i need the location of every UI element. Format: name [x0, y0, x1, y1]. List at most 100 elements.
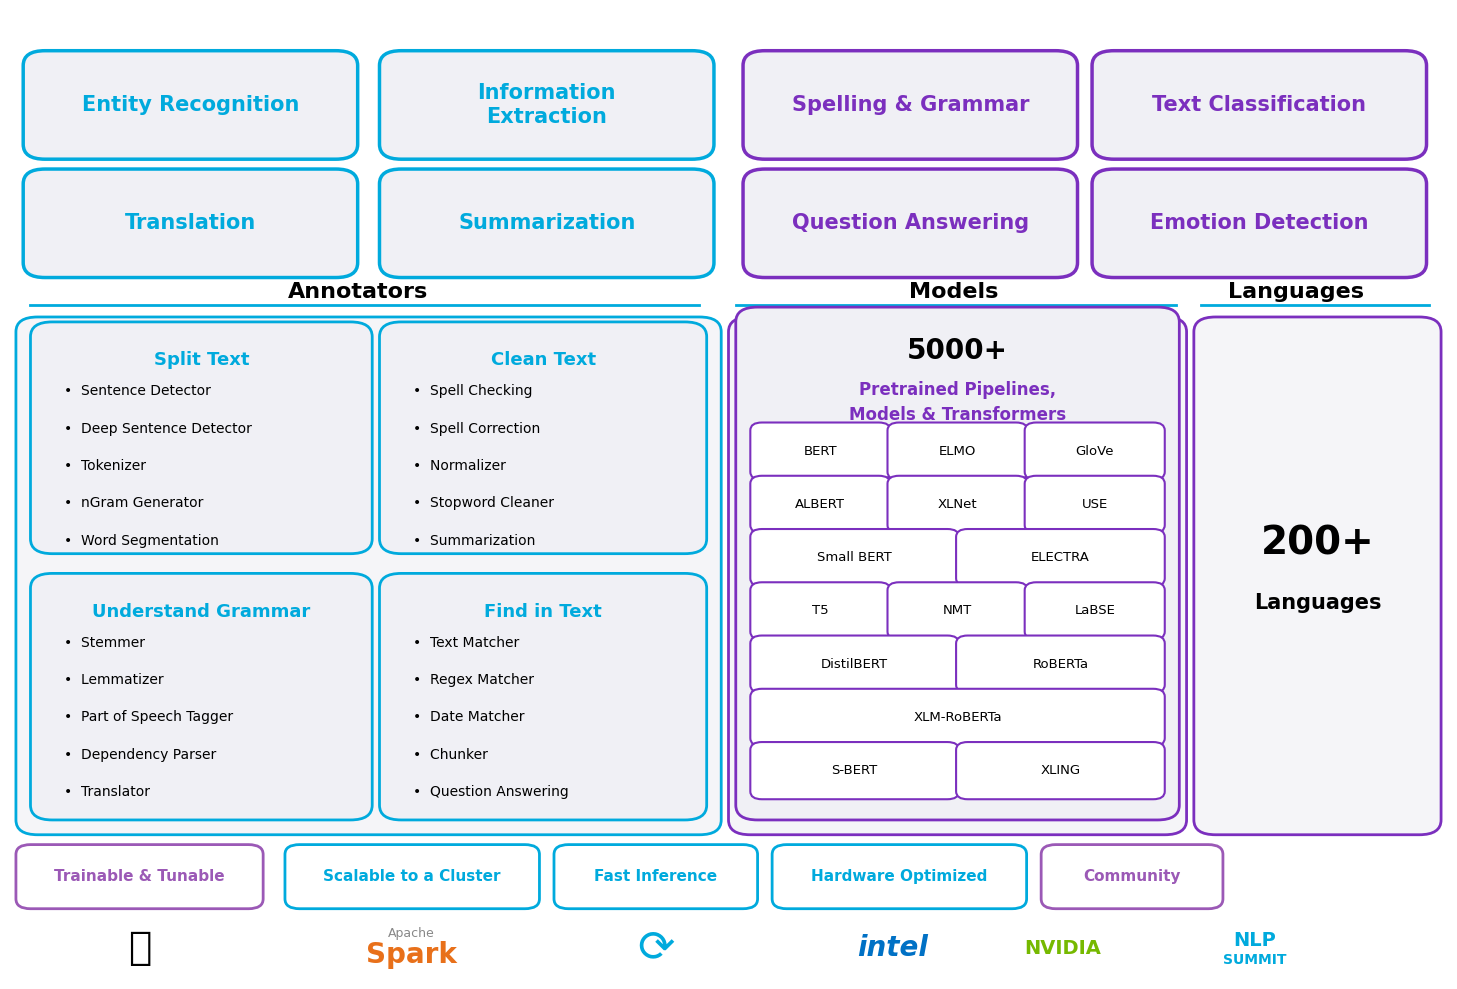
- FancyBboxPatch shape: [1093, 50, 1426, 159]
- FancyBboxPatch shape: [379, 50, 714, 159]
- FancyBboxPatch shape: [750, 688, 1164, 746]
- Text: •  Stemmer: • Stemmer: [64, 636, 144, 650]
- Text: •  Summarization: • Summarization: [412, 534, 535, 548]
- Text: T5: T5: [812, 604, 829, 617]
- Text: Find in Text: Find in Text: [484, 603, 602, 621]
- Text: 🧠: 🧠: [128, 929, 152, 967]
- Text: Spark: Spark: [366, 942, 457, 969]
- Text: •  Dependency Parser: • Dependency Parser: [64, 748, 216, 762]
- Text: Spelling & Grammar: Spelling & Grammar: [791, 95, 1029, 115]
- FancyBboxPatch shape: [750, 422, 890, 480]
- Text: •  Date Matcher: • Date Matcher: [412, 710, 525, 725]
- Text: •  Deep Sentence Detector: • Deep Sentence Detector: [64, 421, 252, 435]
- FancyBboxPatch shape: [750, 529, 959, 586]
- FancyBboxPatch shape: [16, 845, 264, 909]
- Text: ⟳: ⟳: [637, 927, 675, 969]
- Text: •  Tokenizer: • Tokenizer: [64, 459, 146, 473]
- FancyBboxPatch shape: [750, 636, 959, 692]
- Text: Pretrained Pipelines,
Models & Transformers: Pretrained Pipelines, Models & Transform…: [849, 381, 1067, 424]
- Text: ALBERT: ALBERT: [796, 497, 845, 511]
- Text: •  Regex Matcher: • Regex Matcher: [412, 673, 533, 687]
- FancyBboxPatch shape: [1193, 317, 1441, 835]
- Text: Languages: Languages: [1228, 282, 1364, 303]
- FancyBboxPatch shape: [887, 583, 1027, 640]
- FancyBboxPatch shape: [554, 845, 758, 909]
- Text: •  Question Answering: • Question Answering: [412, 785, 568, 799]
- Text: •  Sentence Detector: • Sentence Detector: [64, 384, 211, 398]
- FancyBboxPatch shape: [23, 50, 357, 159]
- Text: Split Text: Split Text: [153, 351, 249, 370]
- Text: Apache: Apache: [388, 927, 434, 940]
- FancyBboxPatch shape: [887, 476, 1027, 533]
- FancyBboxPatch shape: [736, 308, 1179, 820]
- FancyBboxPatch shape: [1024, 422, 1164, 480]
- Text: •  Normalizer: • Normalizer: [412, 459, 506, 473]
- Text: Fast Inference: Fast Inference: [594, 869, 717, 884]
- FancyBboxPatch shape: [772, 845, 1027, 909]
- Text: •  Word Segmentation: • Word Segmentation: [64, 534, 219, 548]
- Text: Emotion Detection: Emotion Detection: [1150, 214, 1368, 233]
- Text: intel: intel: [857, 935, 928, 962]
- Text: •  Chunker: • Chunker: [412, 748, 488, 762]
- Text: DistilBERT: DistilBERT: [822, 658, 889, 671]
- Text: •  Part of Speech Tagger: • Part of Speech Tagger: [64, 710, 233, 725]
- Text: •  Translator: • Translator: [64, 785, 150, 799]
- Text: Entity Recognition: Entity Recognition: [82, 95, 299, 115]
- FancyBboxPatch shape: [31, 321, 372, 554]
- FancyBboxPatch shape: [956, 636, 1164, 692]
- FancyBboxPatch shape: [743, 169, 1078, 278]
- Text: LaBSE: LaBSE: [1074, 604, 1115, 617]
- Text: Understand Grammar: Understand Grammar: [92, 603, 310, 621]
- Text: Translation: Translation: [125, 214, 256, 233]
- Text: XLM-RoBERTa: XLM-RoBERTa: [914, 711, 1002, 724]
- Text: NLP: NLP: [1234, 931, 1276, 949]
- Text: Summarization: Summarization: [457, 214, 635, 233]
- Text: USE: USE: [1081, 497, 1107, 511]
- FancyBboxPatch shape: [728, 317, 1186, 835]
- FancyBboxPatch shape: [1024, 476, 1164, 533]
- Text: BERT: BERT: [804, 445, 838, 458]
- Text: SUMMIT: SUMMIT: [1224, 953, 1287, 967]
- Text: Trainable & Tunable: Trainable & Tunable: [54, 869, 224, 884]
- Text: •  Lemmatizer: • Lemmatizer: [64, 673, 163, 687]
- Text: Question Answering: Question Answering: [791, 214, 1029, 233]
- Text: •  Spell Checking: • Spell Checking: [412, 384, 532, 398]
- Text: NMT: NMT: [943, 604, 972, 617]
- Text: 200+: 200+: [1260, 525, 1374, 563]
- Text: NVIDIA: NVIDIA: [1024, 939, 1101, 957]
- Text: XLING: XLING: [1040, 764, 1081, 777]
- Text: Scalable to a Cluster: Scalable to a Cluster: [323, 869, 501, 884]
- Text: Information
Extraction: Information Extraction: [478, 83, 616, 127]
- Text: RoBERTa: RoBERTa: [1033, 658, 1088, 671]
- FancyBboxPatch shape: [286, 845, 539, 909]
- FancyBboxPatch shape: [31, 574, 372, 820]
- Text: Community: Community: [1084, 869, 1180, 884]
- FancyBboxPatch shape: [956, 742, 1164, 799]
- FancyBboxPatch shape: [1093, 169, 1426, 278]
- FancyBboxPatch shape: [379, 169, 714, 278]
- FancyBboxPatch shape: [16, 317, 721, 835]
- Text: •  nGram Generator: • nGram Generator: [64, 496, 204, 510]
- FancyBboxPatch shape: [1024, 583, 1164, 640]
- Text: Models: Models: [909, 282, 998, 303]
- Text: ELECTRA: ELECTRA: [1032, 551, 1090, 564]
- Text: •  Spell Correction: • Spell Correction: [412, 421, 541, 435]
- FancyBboxPatch shape: [887, 422, 1027, 480]
- Text: GloVe: GloVe: [1075, 445, 1115, 458]
- FancyBboxPatch shape: [956, 529, 1164, 586]
- FancyBboxPatch shape: [750, 583, 890, 640]
- FancyBboxPatch shape: [750, 476, 890, 533]
- Text: XLNet: XLNet: [938, 497, 978, 511]
- Text: Annotators: Annotators: [287, 282, 428, 303]
- FancyBboxPatch shape: [379, 574, 707, 820]
- Text: •  Stopword Cleaner: • Stopword Cleaner: [412, 496, 554, 510]
- Text: Languages: Languages: [1253, 593, 1381, 613]
- Text: ELMO: ELMO: [938, 445, 976, 458]
- Text: •  Text Matcher: • Text Matcher: [412, 636, 519, 650]
- Text: Small BERT: Small BERT: [817, 551, 892, 564]
- Text: Text Classification: Text Classification: [1152, 95, 1367, 115]
- FancyBboxPatch shape: [23, 169, 357, 278]
- Text: S-BERT: S-BERT: [832, 764, 877, 777]
- Text: 5000+: 5000+: [908, 336, 1008, 365]
- Text: Clean Text: Clean Text: [491, 351, 596, 370]
